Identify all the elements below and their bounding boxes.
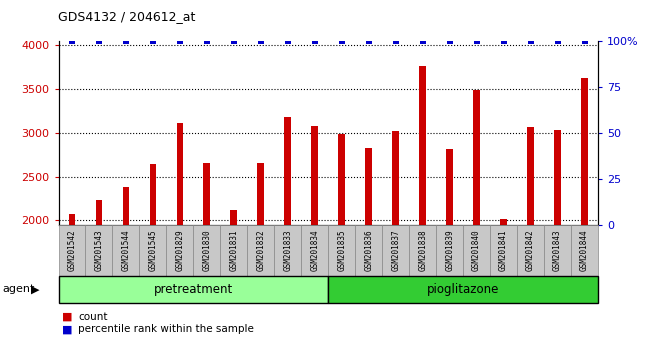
Bar xyxy=(500,219,507,354)
Bar xyxy=(150,164,156,354)
Point xyxy=(525,38,536,44)
Text: pioglitazone: pioglitazone xyxy=(427,283,499,296)
Point xyxy=(391,38,401,44)
Point xyxy=(499,38,509,44)
Bar xyxy=(203,162,210,354)
Point xyxy=(255,38,266,44)
Text: GSM201831: GSM201831 xyxy=(229,230,239,271)
Text: ▶: ▶ xyxy=(31,284,40,295)
Point xyxy=(363,38,374,44)
Point xyxy=(283,38,293,44)
Bar xyxy=(96,200,102,354)
Bar xyxy=(447,149,453,354)
Text: GSM201838: GSM201838 xyxy=(418,230,427,271)
Bar xyxy=(69,214,75,354)
Text: GSM201836: GSM201836 xyxy=(364,230,373,271)
Point xyxy=(309,38,320,44)
Point xyxy=(445,38,455,44)
Bar xyxy=(473,90,480,354)
Bar xyxy=(527,127,534,354)
Text: percentile rank within the sample: percentile rank within the sample xyxy=(78,324,254,334)
Point xyxy=(175,38,185,44)
Bar xyxy=(365,148,372,354)
Text: agent: agent xyxy=(3,284,35,295)
Point xyxy=(229,38,239,44)
Bar xyxy=(311,126,318,354)
Bar xyxy=(231,210,237,354)
Text: GDS4132 / 204612_at: GDS4132 / 204612_at xyxy=(58,10,196,23)
Text: GSM201840: GSM201840 xyxy=(472,230,481,271)
Text: GSM201833: GSM201833 xyxy=(283,230,292,271)
Point xyxy=(94,38,104,44)
Text: GSM201545: GSM201545 xyxy=(148,230,157,271)
Bar xyxy=(177,123,183,354)
Text: ■: ■ xyxy=(62,312,72,322)
Text: GSM201832: GSM201832 xyxy=(256,230,265,271)
Text: GSM201830: GSM201830 xyxy=(202,230,211,271)
Text: GSM201829: GSM201829 xyxy=(176,230,185,271)
Text: ■: ■ xyxy=(62,324,72,334)
Text: GSM201544: GSM201544 xyxy=(122,230,131,271)
Bar xyxy=(419,66,426,354)
Point xyxy=(417,38,428,44)
Text: GSM201844: GSM201844 xyxy=(580,230,589,271)
Bar xyxy=(339,133,345,354)
Point xyxy=(579,38,590,44)
Text: GSM201839: GSM201839 xyxy=(445,230,454,271)
Bar xyxy=(285,118,291,354)
Text: GSM201842: GSM201842 xyxy=(526,230,535,271)
Bar xyxy=(123,187,129,354)
Bar xyxy=(581,78,588,354)
Text: GSM201543: GSM201543 xyxy=(94,230,103,271)
Point xyxy=(337,38,347,44)
Point xyxy=(121,38,131,44)
Text: GSM201843: GSM201843 xyxy=(553,230,562,271)
Text: count: count xyxy=(78,312,107,322)
Bar xyxy=(554,130,561,354)
Text: GSM201834: GSM201834 xyxy=(310,230,319,271)
Bar xyxy=(393,131,399,354)
Text: GSM201841: GSM201841 xyxy=(499,230,508,271)
Text: GSM201835: GSM201835 xyxy=(337,230,346,271)
Point xyxy=(148,38,158,44)
Point xyxy=(471,38,482,44)
Text: pretreatment: pretreatment xyxy=(154,283,233,296)
Point xyxy=(67,38,77,44)
Bar xyxy=(257,162,264,354)
Point xyxy=(552,38,563,44)
Text: GSM201837: GSM201837 xyxy=(391,230,400,271)
Text: GSM201542: GSM201542 xyxy=(68,230,77,271)
Point xyxy=(202,38,212,44)
